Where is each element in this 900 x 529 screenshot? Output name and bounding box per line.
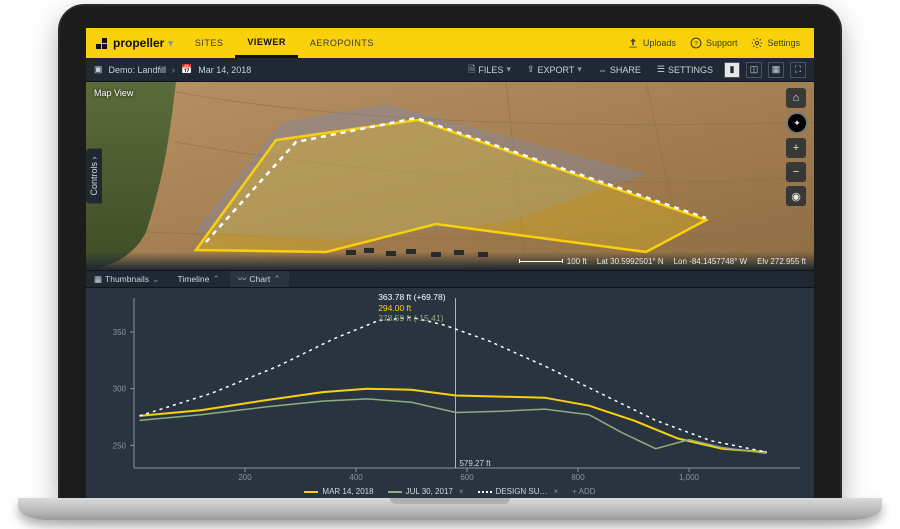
chart-readout: 363.78 ft (+69.78)294.00 ft278.59 ft (-1… (378, 292, 445, 324)
uploads-link[interactable]: Uploads (627, 37, 676, 49)
svg-text:250: 250 (113, 441, 127, 450)
status-lon: Lon -84.1457748° W (674, 257, 747, 266)
top-bar: propeller ▾ SITESVIEWERAEROPOINTS Upload… (86, 28, 814, 58)
status-lat: Lat 30.5992501° N (597, 257, 664, 266)
map-view[interactable]: Map View Controls › ⌂ ✦ + − ◉ 100 ft Lat… (86, 82, 814, 270)
layout-split-button[interactable]: ◫ (746, 62, 762, 78)
chevron-right-icon: › (172, 65, 175, 75)
layout-quad-button[interactable]: ▦ (768, 62, 784, 78)
tab-chart[interactable]: 〰 Chart ⌃ (230, 271, 289, 287)
primary-nav: SITESVIEWERAEROPOINTS (183, 28, 386, 58)
svg-text:600: 600 (460, 473, 474, 482)
map-scale: 100 ft (519, 257, 587, 266)
files-menu[interactable]: 🗎FILES▾ (463, 60, 516, 80)
top-right: Uploads ? Support Settings (627, 37, 814, 49)
map-overlay (86, 82, 814, 270)
layer-icon: ▣ (94, 64, 103, 75)
status-elv: Elv 272.955 ft (757, 257, 806, 266)
zoom-in-button[interactable]: + (786, 138, 806, 158)
laptop-base (18, 498, 882, 520)
breadcrumb: ▣ Demo: Landfill › 📅 Mar 14, 2018 (94, 64, 251, 75)
streetview-button[interactable]: ◉ (786, 186, 806, 206)
map-view-label: Map View (94, 88, 133, 98)
legend-item[interactable]: MAR 14, 2018 (304, 487, 373, 496)
calendar-icon: 📅 (181, 64, 192, 75)
project-name[interactable]: Demo: Landfill (109, 65, 167, 75)
logo-text: propeller (113, 36, 164, 50)
layout-single-button[interactable]: ▮ (724, 62, 740, 78)
fullscreen-button[interactable]: ⛶ (790, 62, 806, 78)
map-tool-stack: ⌂ ✦ + − ◉ (786, 88, 808, 206)
chevron-down-icon: ▾ (168, 38, 173, 49)
svg-text:800: 800 (571, 473, 585, 482)
logo-icon (96, 38, 107, 49)
compass-button[interactable]: ✦ (786, 112, 808, 134)
nav-viewer[interactable]: VIEWER (235, 28, 298, 58)
settings-link[interactable]: Settings (751, 37, 800, 49)
chart-panel: 250 300 350 200 400 600 800 1,000 579.27 ft 363.… (86, 288, 814, 498)
svg-text:1,000: 1,000 (679, 473, 700, 482)
support-link[interactable]: ? Support (690, 37, 738, 49)
zoom-out-button[interactable]: − (786, 162, 806, 182)
nav-sites[interactable]: SITES (183, 28, 236, 58)
legend-remove[interactable]: × (554, 487, 559, 496)
legend-item[interactable]: JUL 30, 2017× (388, 487, 464, 496)
upload-icon (627, 37, 639, 49)
export-icon: ⇪ (527, 64, 535, 75)
command-bar: ▣ Demo: Landfill › 📅 Mar 14, 2018 🗎FILES… (86, 58, 814, 82)
sliders-icon: ☰ (657, 64, 665, 75)
tab-timeline[interactable]: Timeline ⌃ (170, 271, 228, 287)
svg-text:?: ? (694, 40, 698, 47)
chart-legend: MAR 14, 2018 JUL 30, 2017× DESIGN SU…× + AD… (86, 487, 814, 496)
help-icon: ? (690, 37, 702, 49)
controls-drawer-tab[interactable]: Controls › (86, 148, 102, 203)
svg-text:350: 350 (113, 328, 127, 337)
legend-add-button[interactable]: + ADD (572, 487, 595, 496)
legend-remove[interactable]: × (459, 487, 464, 496)
elevation-chart[interactable]: 250 300 350 200 400 600 800 1,000 579.27 ft (86, 288, 814, 498)
survey-date[interactable]: Mar 14, 2018 (198, 65, 251, 75)
legend-item[interactable]: DESIGN SU…× (478, 487, 559, 496)
share-button[interactable]: ⇔SHARE (593, 63, 646, 77)
export-menu[interactable]: ⇪EXPORT▾ (522, 62, 587, 77)
svg-text:200: 200 (238, 473, 252, 482)
home-button[interactable]: ⌂ (786, 88, 806, 108)
svg-text:579.27 ft: 579.27 ft (459, 459, 491, 468)
files-icon: 🗎 (468, 62, 475, 78)
nav-aeropoints[interactable]: AEROPOINTS (298, 28, 386, 58)
map-status-bar: 100 ft Lat 30.5992501° N Lon -84.1457748… (86, 252, 814, 270)
gear-icon (751, 37, 763, 49)
settings-button[interactable]: ☰SETTINGS (652, 62, 718, 77)
tab-thumbnails[interactable]: ▦ Thumbnails ⌄ (86, 271, 168, 287)
svg-text:300: 300 (113, 385, 127, 394)
svg-text:400: 400 (349, 473, 363, 482)
logo[interactable]: propeller ▾ (86, 36, 183, 50)
share-icon: ⇔ (598, 65, 607, 75)
panel-tabs: ▦ Thumbnails ⌄ Timeline ⌃ 〰 Chart ⌃ (86, 270, 814, 288)
